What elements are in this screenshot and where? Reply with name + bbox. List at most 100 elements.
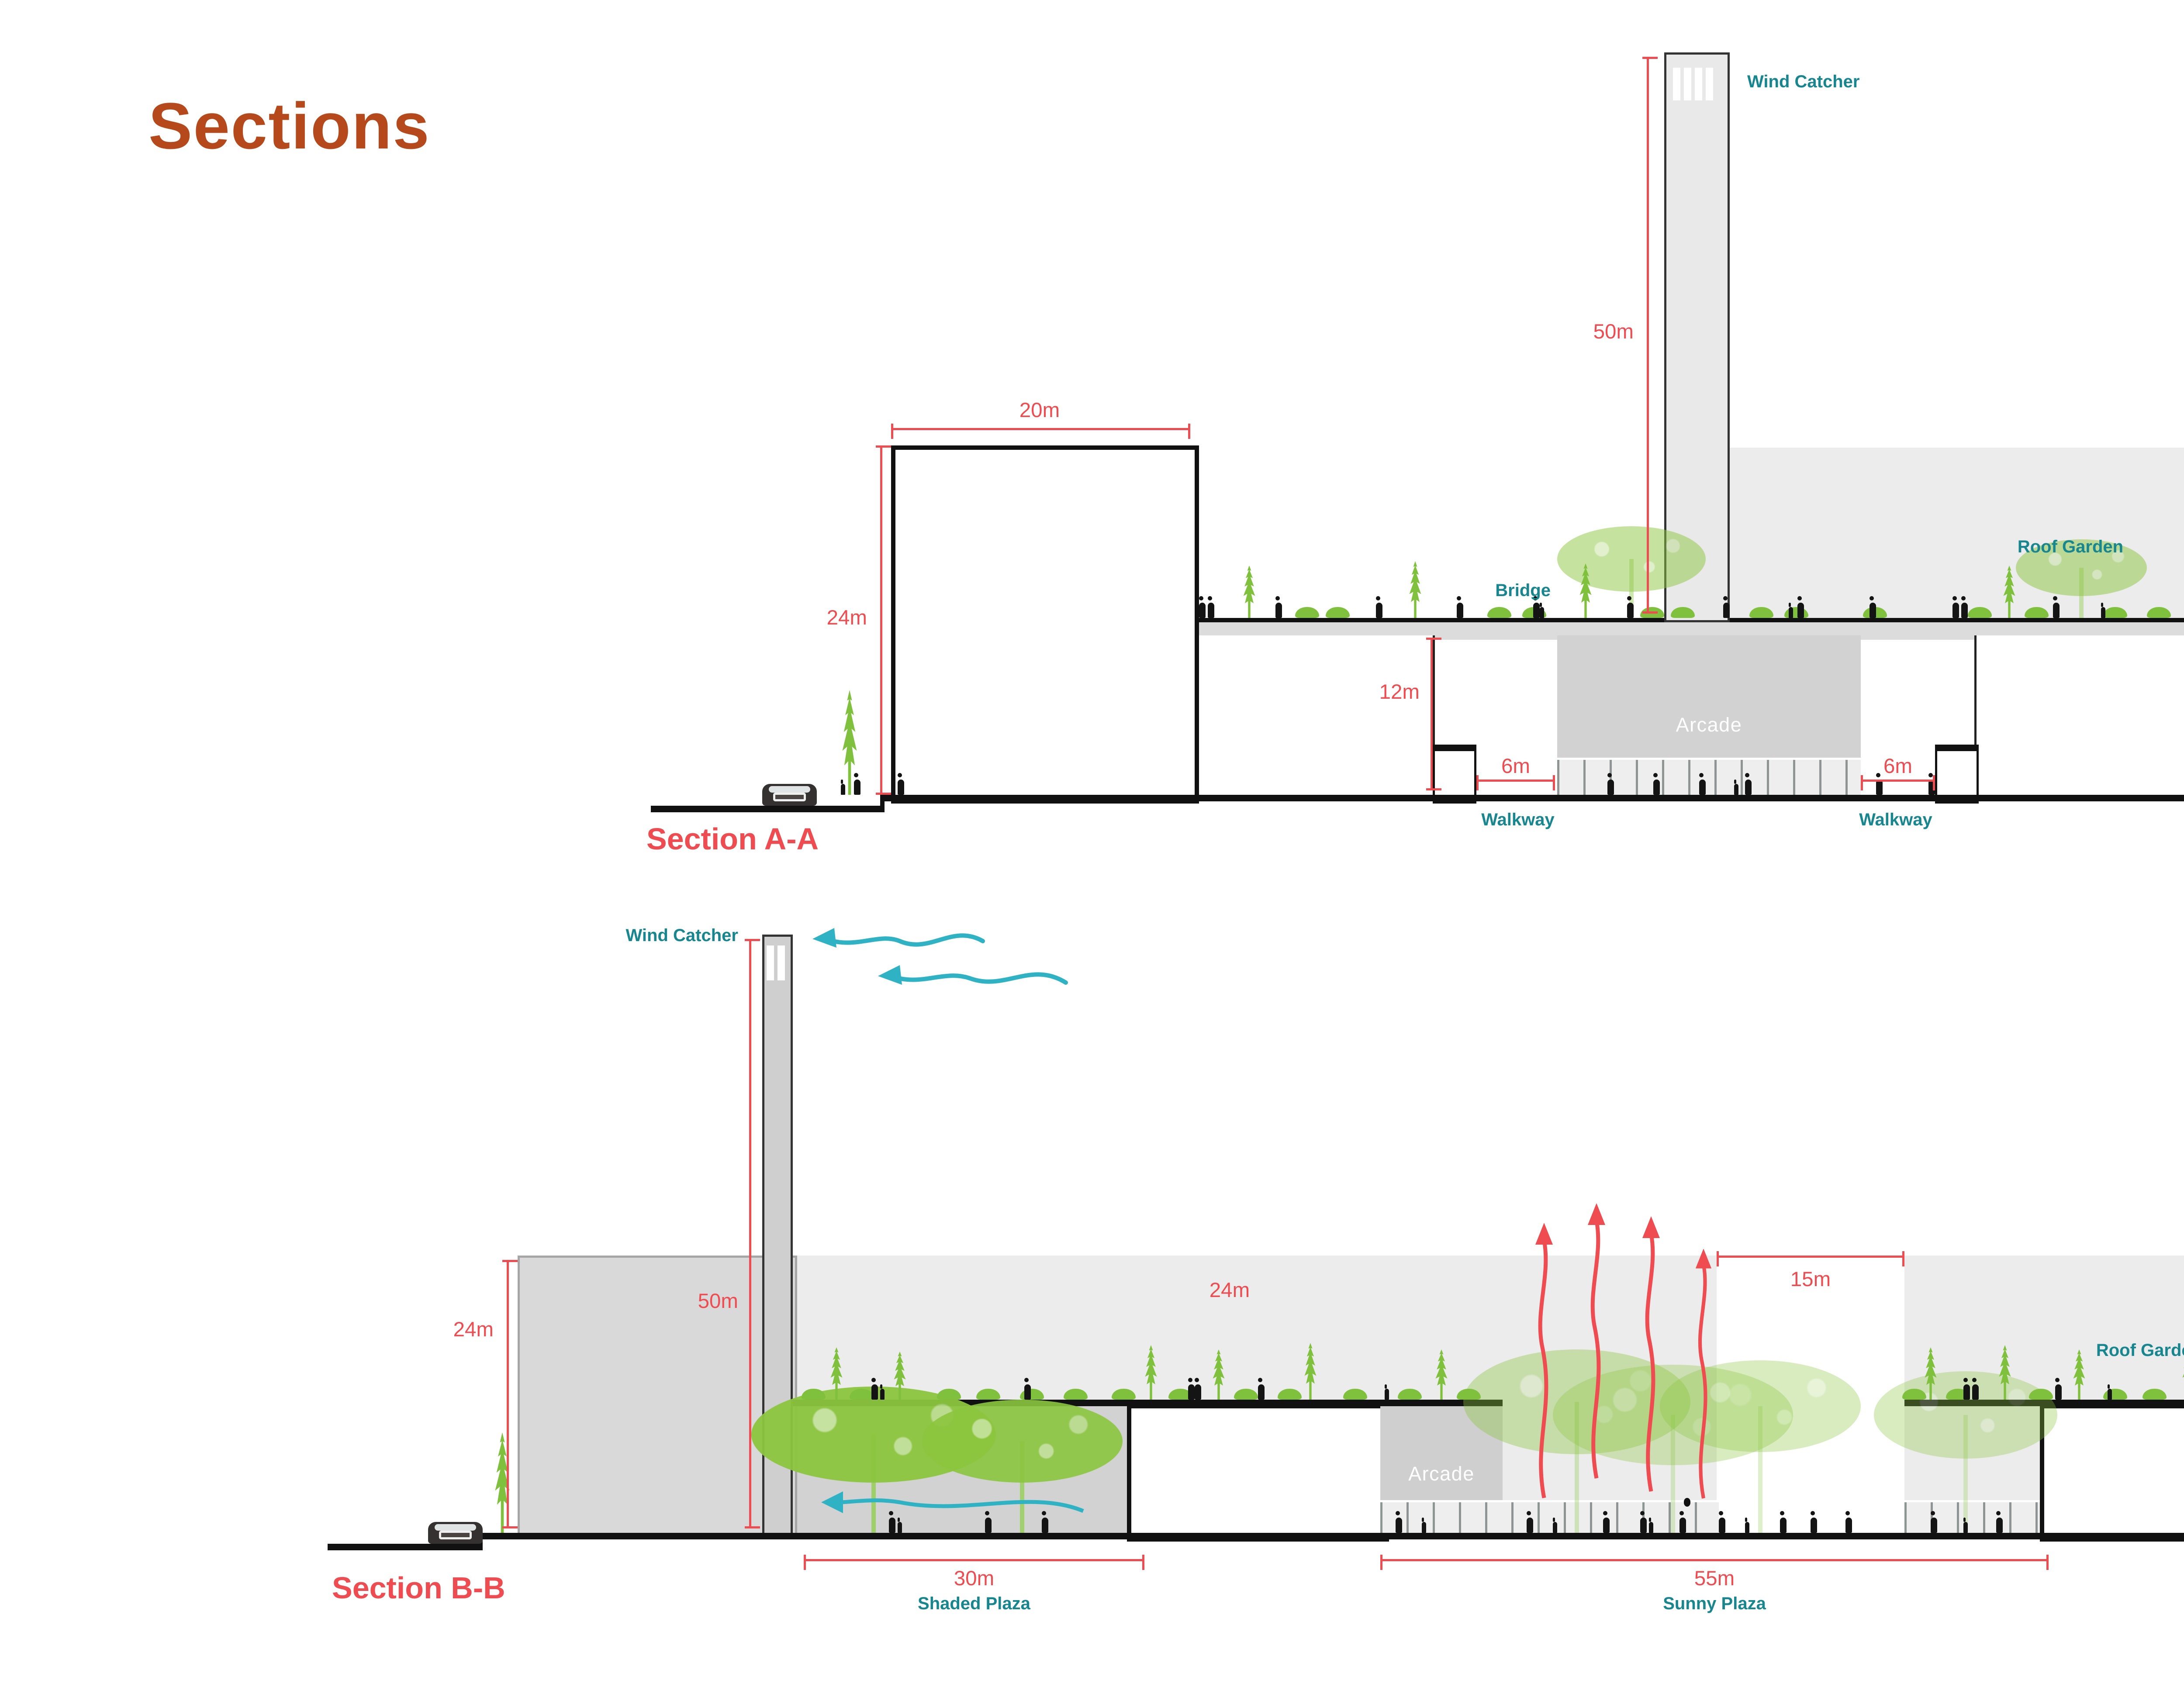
bush: [1748, 607, 1773, 618]
canopy-tree: [2016, 539, 2147, 596]
person-figure: [1532, 596, 1539, 618]
walkway-kiosk-left: [1433, 745, 1476, 804]
person-figure: [2054, 1377, 2061, 1400]
person-figure: [888, 1511, 895, 1533]
person-figure: [1648, 1518, 1653, 1533]
arcade-label: Arcade: [1676, 714, 1742, 736]
person-figure: [1960, 596, 1967, 618]
tall-building-left: [891, 445, 1199, 804]
bush: [848, 1389, 873, 1400]
person-figure: [2052, 596, 2059, 618]
cut-building-left: [1127, 1404, 1389, 1542]
cut-building-right: [2040, 1404, 2184, 1542]
wind-arrow: [812, 928, 985, 948]
bush: [1396, 1389, 1421, 1400]
cypress-tree: [1243, 566, 1255, 618]
dim-line-6m-left: [1476, 774, 1555, 790]
road-line-left: [651, 806, 885, 812]
dim-line-50m: [744, 939, 759, 1528]
person-figure: [1525, 1511, 1532, 1533]
dim-line-6m-right: [1861, 774, 1935, 790]
person-figure: [2106, 1385, 2111, 1400]
wind-catcher-slats: [1673, 68, 1717, 100]
dim-label-50m: 50m: [698, 1290, 738, 1314]
person-figure: [1844, 1511, 1851, 1533]
bush: [1486, 607, 1510, 618]
person-figure: [1962, 1377, 1969, 1400]
updraft-arrow: [1535, 1223, 1553, 1498]
wind-arrow: [878, 965, 1068, 985]
person-figure: [1951, 596, 1958, 618]
person-figure: [2100, 603, 2105, 618]
bush: [2023, 607, 2048, 618]
tree-trunk: [1670, 1415, 1676, 1533]
podium-mass-left: [1190, 635, 1435, 795]
car: [427, 1521, 482, 1544]
roof-garden-label: Roof Garden: [2096, 1341, 2184, 1360]
person-figure: [1744, 773, 1751, 795]
section-b-title: Section B-B: [332, 1570, 505, 1605]
person-figure: [1678, 1497, 1690, 1533]
tree-trunk: [1757, 1406, 1763, 1533]
wind-catcher-tower: [1664, 52, 1730, 622]
dim-line-30m-left: [804, 1554, 1144, 1569]
person-figure: [1787, 603, 1793, 618]
arcade-glass-doors: [1557, 758, 1861, 797]
bush: [936, 1389, 960, 1400]
dim-line-50m: [1641, 57, 1657, 614]
bridge-label: Bridge: [1495, 581, 1551, 600]
bush: [1324, 607, 1349, 618]
shaded-plaza-left-label: Shaded Plaza: [918, 1594, 1030, 1614]
dim-label-55m: 55m: [1694, 1568, 1735, 1592]
dim-line-24m: [875, 445, 890, 795]
bush: [2146, 607, 2170, 618]
tree-trunk: [1574, 1402, 1579, 1533]
person-figure: [1809, 1511, 1816, 1533]
roof-garden-label: Roof Garden: [2017, 537, 2124, 557]
person-figure: [1198, 596, 1205, 618]
curb-step-left: [880, 795, 885, 812]
dim-label-24m-left: 24m: [453, 1319, 494, 1343]
person-figure: [1717, 1511, 1724, 1533]
bush: [1233, 1389, 1257, 1400]
bush: [2102, 607, 2126, 618]
dim-line-55m: [1380, 1554, 2049, 1569]
bush: [1945, 1389, 1969, 1400]
dim-label-12m: 12m: [1379, 681, 1420, 705]
person-figure: [1193, 1377, 1200, 1400]
person-figure: [853, 773, 860, 795]
person-figure: [1796, 596, 1803, 618]
bush: [1342, 1389, 1366, 1400]
ground-line: [880, 795, 2184, 801]
bush: [1455, 1389, 1480, 1400]
person-figure: [1538, 603, 1544, 618]
arcade-block: [1557, 635, 1861, 758]
cypress-tree: [1409, 561, 1421, 618]
person-figure: [1206, 596, 1213, 618]
arcade-glass-doors-left: [1380, 1500, 1719, 1535]
person-figure: [1274, 596, 1281, 618]
person-figure: [1420, 1518, 1426, 1533]
podium-deck-right: [1904, 1400, 2184, 1405]
bush: [1110, 1389, 1135, 1400]
person-figure: [1606, 773, 1613, 795]
person-figure: [1652, 773, 1659, 795]
updraft-arrow: [1588, 1203, 1605, 1479]
person-figure: [1875, 773, 1882, 795]
person-figure: [1868, 596, 1875, 618]
person-figure: [1187, 1377, 1194, 1400]
updraft-arrow: [1642, 1216, 1660, 1492]
bush: [1966, 607, 1991, 618]
walkway-label-right: Walkway: [1859, 810, 1932, 830]
bush: [975, 1389, 999, 1400]
person-figure: [1929, 1511, 1936, 1533]
wind-catcher-slats-left: [765, 945, 785, 980]
dim-line-20m: [891, 423, 1190, 438]
canopy-tree: [1660, 1360, 1861, 1452]
page-title: Sections: [149, 92, 431, 164]
canopy-tree: [1557, 526, 1706, 592]
person-figure: [1023, 1377, 1030, 1400]
dim-line-15m: [1717, 1250, 1904, 1266]
dim-line-12m: [1425, 638, 1441, 790]
